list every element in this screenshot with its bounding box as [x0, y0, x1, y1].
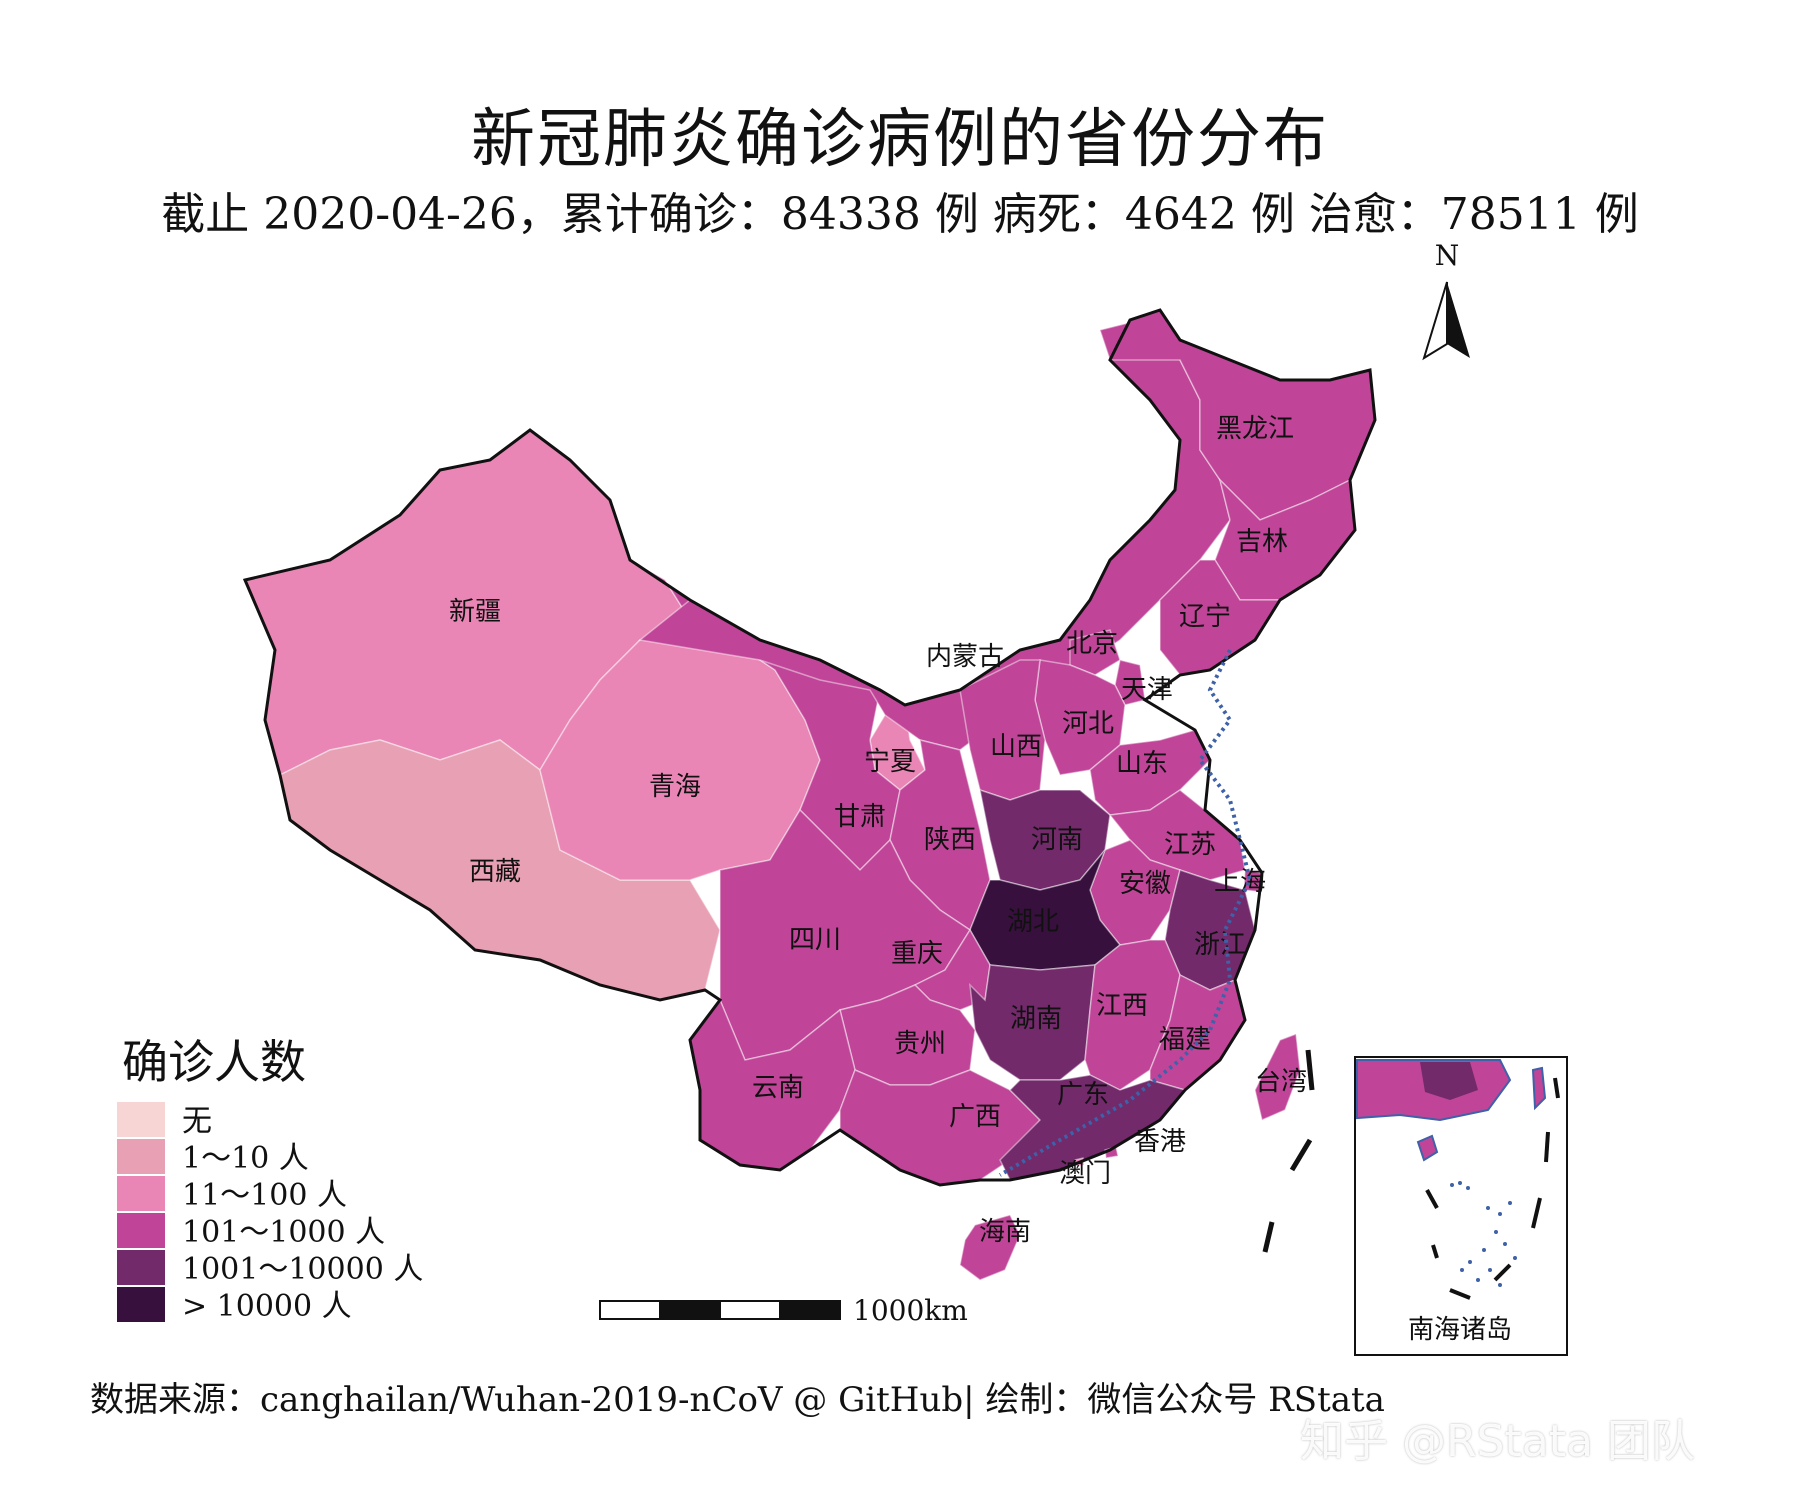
province-e5b1b1e8a5bf-label: 山西 — [990, 732, 1042, 762]
province-e6b5b7e58d97-region — [959, 1214, 1021, 1281]
province-e6b19fe8a5bf-label: 江西 — [1096, 991, 1148, 1021]
legend-label-0: 无 — [182, 1104, 212, 1139]
watermark: 知乎 @RStata 团队 — [1300, 1416, 1695, 1467]
province-e8b4b5e5b79e-label: 贵州 — [894, 1029, 946, 1059]
dash-line — [1262, 1049, 1315, 1253]
legend-label-2: 11～100 人 — [182, 1178, 347, 1213]
legend-swatch-5 — [117, 1287, 165, 1322]
inset-label: 南海诸岛 — [1408, 1315, 1512, 1345]
data-source: 数据来源：canghailan/Wuhan-2019-nCoV @ GitHub… — [90, 1380, 1385, 1420]
province-e5b9bfe4b89c-label: 广东 — [1057, 1080, 1109, 1110]
province-e5b1b1e8a5bf-region — [959, 659, 1046, 801]
province-e6b599e6b19f-label: 浙江 — [1194, 930, 1246, 960]
province-e6b2b3e58c97-label: 河北 — [1062, 709, 1114, 739]
legend-label-4: 1001～10000 人 — [182, 1252, 423, 1287]
legend-label-3: 101～1000 人 — [182, 1215, 385, 1250]
province-e4ba91e58d97-label: 云南 — [752, 1073, 804, 1103]
province-e79498e88283-label: 甘肃 — [834, 802, 886, 832]
legend-swatch-0 — [117, 1102, 165, 1137]
legend-swatch-2 — [117, 1176, 165, 1211]
province-e99d92e6b5b7-label: 青海 — [649, 772, 701, 802]
map-subtitle: 截止 2020-04-26，累计确诊：84338 例 病死：4642 例 治愈：… — [161, 189, 1639, 240]
province-e696b0e79686-label: 新疆 — [449, 597, 501, 627]
province-e5b1b1e4b89c-label: 山东 — [1116, 749, 1168, 779]
province-e8a5bfe8978f-label: 西藏 — [469, 857, 521, 887]
legend-swatch-3 — [117, 1213, 165, 1248]
province-e6b5b7e58d97-label: 海南 — [979, 1217, 1031, 1247]
province-e6beb3e997a8-label: 澳门 — [1059, 1159, 1111, 1189]
province-e5b9bfe8a5bf-label: 广西 — [949, 1102, 1001, 1132]
scale-label: 1000km — [853, 1294, 968, 1327]
province-e58fb0e6b9be-label: 台湾 — [1255, 1067, 1307, 1097]
legend-label-1: 1～10 人 — [182, 1141, 309, 1176]
province-e58c97e4baac-region — [1069, 629, 1121, 676]
province-e99995e8a5bf-label: 陕西 — [924, 825, 976, 855]
province-e6b19fe88b8f-label: 江苏 — [1164, 830, 1216, 860]
province-e9878de5ba86-label: 重庆 — [891, 939, 943, 969]
country-border — [242, 308, 1377, 1187]
north-label: N — [1435, 239, 1460, 272]
province-e6b2b3e58d97-label: 河南 — [1031, 825, 1083, 855]
province-e58c97e4baac-label: 北京 — [1066, 629, 1118, 659]
scale-bar — [599, 1300, 841, 1320]
province-e5ae89e5bebd-label: 安徽 — [1119, 869, 1171, 899]
north-arrow: N — [1422, 239, 1470, 361]
province-regions — [242, 308, 1377, 1281]
province-e59b9be5b79d-label: 四川 — [789, 925, 841, 955]
province-e9a699e6b8af-label: 香港 — [1134, 1127, 1186, 1157]
province-e9bb91e9be99e6b19f-label: 黑龙江 — [1216, 414, 1294, 444]
legend-swatch-1 — [117, 1139, 165, 1174]
province-e6b996e58d97-label: 湖南 — [1010, 1004, 1062, 1034]
province-e7a68fe5bbba-label: 福建 — [1159, 1025, 1211, 1055]
legend-swatch-4 — [117, 1250, 165, 1285]
province-e4b88ae6b5b7-label: 上海 — [1214, 867, 1266, 897]
legend-label-5: > 10000 人 — [182, 1289, 352, 1324]
province-e59089e69e97-label: 吉林 — [1236, 527, 1288, 557]
province-e8bebde5ae81-label: 辽宁 — [1179, 602, 1231, 632]
province-e5a4a9e6b4a5-label: 天津 — [1121, 675, 1173, 705]
province-e6b996e58c97-label: 湖北 — [1007, 907, 1059, 937]
map-title: 新冠肺炎确诊病例的省份分布 — [471, 103, 1329, 177]
province-e5a4a9e6b4a5-region — [1114, 659, 1146, 706]
province-e4b88ae6b5b7-region — [1243, 869, 1263, 893]
province-e58fb0e6b9be-region — [1254, 1032, 1301, 1122]
province-e58685e89299e58fa4-label: 内蒙古 — [926, 642, 1004, 672]
province-e5ae81e5a48f-label: 宁夏 — [864, 747, 916, 777]
province-e5b1b1e4b89c-region — [1089, 729, 1211, 816]
south-china-sea-inset: 南海诸岛 — [1354, 1056, 1568, 1356]
legend-title: 确诊人数 — [122, 1035, 306, 1089]
